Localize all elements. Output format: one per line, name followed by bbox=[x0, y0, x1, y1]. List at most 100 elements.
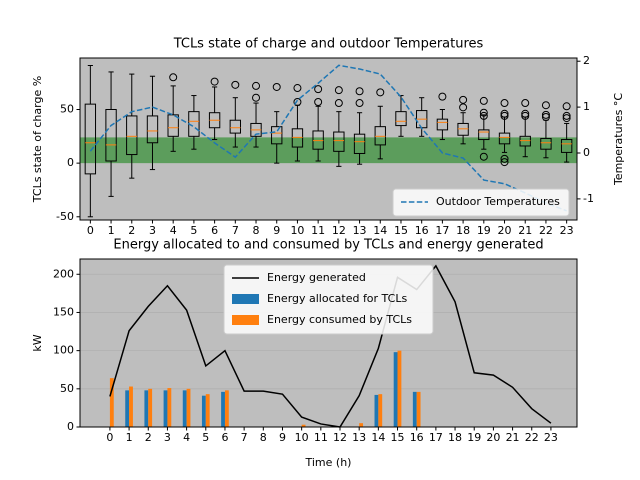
bar bbox=[125, 390, 130, 427]
legend-label: Energy consumed by TCLs bbox=[267, 313, 412, 326]
x-tick-label: 18 bbox=[456, 224, 470, 237]
flier bbox=[293, 84, 302, 93]
flier bbox=[541, 113, 550, 122]
x-tick-label: 20 bbox=[498, 224, 512, 237]
box bbox=[84, 103, 97, 175]
y2-axis-label: Temperatures °C bbox=[612, 93, 625, 186]
flier bbox=[521, 111, 530, 120]
y-axis-label: TCLs state of charge % bbox=[31, 76, 44, 203]
flier bbox=[521, 99, 530, 108]
y-tick-label: 0 bbox=[67, 420, 74, 433]
flier bbox=[272, 82, 281, 91]
legend-box bbox=[223, 264, 434, 335]
x-axis-label: Time (h) bbox=[305, 456, 352, 469]
chart-title: TCLs state of charge and outdoor Tempera… bbox=[173, 37, 484, 52]
bar bbox=[301, 424, 306, 427]
legend: Outdoor Temperatures bbox=[392, 188, 570, 217]
bar bbox=[416, 391, 421, 427]
x-tick-label: 3 bbox=[149, 224, 156, 237]
y-tick-label: 150 bbox=[53, 305, 74, 318]
x-tick-label: 10 bbox=[295, 431, 309, 444]
box bbox=[395, 111, 407, 127]
flier bbox=[459, 103, 468, 112]
flier bbox=[252, 93, 261, 102]
bar bbox=[201, 395, 206, 427]
box bbox=[374, 126, 386, 146]
x-tick-label: 23 bbox=[544, 431, 558, 444]
x-tick-label: 7 bbox=[241, 431, 248, 444]
flier bbox=[314, 85, 323, 94]
band bbox=[80, 137, 577, 164]
x-tick-label: 10 bbox=[290, 224, 304, 237]
flier bbox=[521, 109, 530, 118]
flier bbox=[500, 158, 509, 167]
x-tick-label: 15 bbox=[394, 224, 408, 237]
x-tick-label: 15 bbox=[391, 431, 405, 444]
flier bbox=[479, 111, 488, 120]
x-tick-label: 20 bbox=[486, 431, 500, 444]
box bbox=[457, 122, 469, 136]
x-tick-label: 13 bbox=[352, 431, 366, 444]
legend-label: Energy generated bbox=[267, 271, 366, 284]
x-tick-label: 9 bbox=[279, 431, 286, 444]
x-tick-label: 19 bbox=[477, 224, 491, 237]
x-tick-label: 4 bbox=[183, 431, 190, 444]
flier bbox=[334, 99, 343, 108]
flier bbox=[252, 81, 261, 90]
flier bbox=[376, 88, 385, 97]
legend-label: Outdoor Temperatures bbox=[436, 195, 560, 208]
flier bbox=[293, 97, 302, 106]
flier bbox=[562, 114, 571, 123]
legend-box bbox=[392, 188, 570, 217]
bar bbox=[221, 391, 225, 427]
x-tick-label: 14 bbox=[373, 224, 387, 237]
y-tick-label: 100 bbox=[53, 344, 74, 357]
flier bbox=[459, 95, 468, 104]
x-tick-label: 22 bbox=[539, 224, 553, 237]
box bbox=[167, 114, 179, 137]
flier bbox=[562, 111, 571, 120]
x-tick-label: 8 bbox=[260, 431, 267, 444]
flier bbox=[541, 110, 550, 119]
x-tick-label: 12 bbox=[332, 224, 346, 237]
y-tick-label: 200 bbox=[53, 267, 74, 280]
bar bbox=[205, 394, 210, 427]
x-tick-label: 3 bbox=[164, 431, 171, 444]
legend-swatch bbox=[232, 315, 259, 325]
box bbox=[498, 132, 511, 145]
bar bbox=[109, 378, 114, 427]
bar bbox=[129, 386, 133, 427]
box bbox=[229, 119, 241, 134]
x-tick-label: 16 bbox=[415, 224, 429, 237]
x-tick-label: 11 bbox=[314, 431, 328, 444]
flier bbox=[231, 80, 240, 89]
flier bbox=[500, 109, 509, 118]
box bbox=[146, 115, 159, 144]
box bbox=[126, 115, 138, 156]
flier bbox=[479, 108, 488, 117]
box bbox=[333, 131, 345, 152]
y2-tick-label: 0 bbox=[583, 146, 590, 159]
x-tick-label: 18 bbox=[448, 431, 462, 444]
bar bbox=[167, 388, 172, 427]
x-tick-label: 22 bbox=[525, 431, 539, 444]
bar bbox=[378, 394, 383, 427]
bar bbox=[374, 394, 379, 427]
x-tick-label: 11 bbox=[311, 224, 325, 237]
x-tick-label: 17 bbox=[435, 224, 449, 237]
x-tick-label: 5 bbox=[202, 431, 209, 444]
box bbox=[436, 118, 449, 131]
x-tick-label: 19 bbox=[467, 431, 481, 444]
box bbox=[540, 137, 552, 150]
y-tick-label: 50 bbox=[60, 382, 74, 395]
box bbox=[312, 130, 324, 150]
axes-frame bbox=[79, 57, 578, 221]
x-tick-label: 1 bbox=[108, 224, 115, 237]
flier bbox=[438, 92, 447, 101]
flier bbox=[334, 86, 343, 95]
flier bbox=[479, 152, 488, 161]
x-tick-label: 13 bbox=[353, 224, 367, 237]
axes-frame bbox=[79, 258, 578, 428]
flier bbox=[500, 154, 509, 163]
